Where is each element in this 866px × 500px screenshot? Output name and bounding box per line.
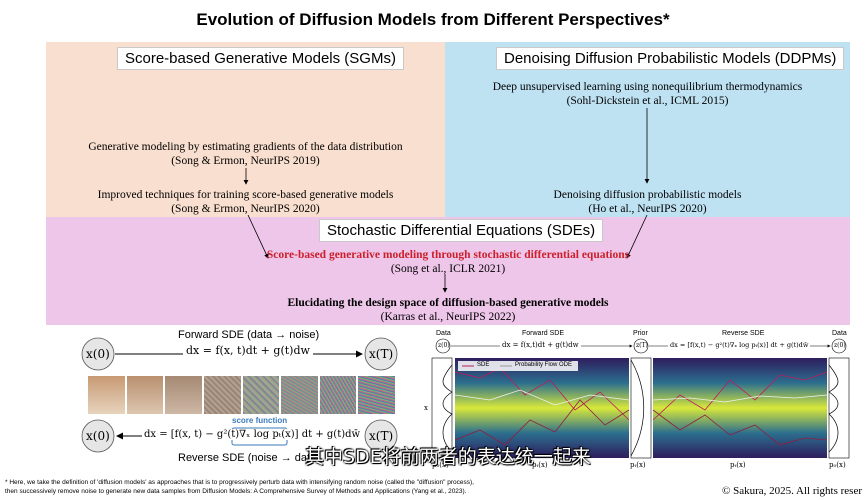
z0-right-node: z(0)	[834, 342, 846, 349]
sgm-paper-2-title: Improved techniques for training score-b…	[97, 189, 394, 201]
z0-left-node: z(0)	[438, 342, 450, 349]
reverse-sde-label: Reverse SDE (noise → data)	[178, 452, 320, 464]
noise-step-image	[319, 376, 357, 414]
score-function-label: score function	[232, 416, 288, 425]
ddpm-paper-2-title: Denoising diffusion probabilistic models	[553, 189, 742, 201]
ddpm-label: Denoising Diffusion Probabilistic Models…	[496, 47, 845, 70]
footnote-line-1: * Here, we take the definition of 'diffu…	[5, 479, 474, 486]
sde-paper-2-ref: (Karras et al., NeurIPS 2022)	[380, 311, 516, 323]
ddpm-paper-1: Deep unsupervised learning using nonequi…	[445, 80, 850, 108]
noise-step-image	[88, 376, 125, 414]
noise-step-image	[165, 376, 202, 414]
pT-label: pₜ(x)	[630, 461, 646, 469]
page-title: Evolution of Diffusion Models from Diffe…	[196, 10, 670, 29]
pt-reverse-label: pₜ(x)	[730, 461, 746, 469]
sde-paper-1-ref: (Song et al., ICLR 2021)	[390, 263, 506, 275]
sde-paper-2: Elucidating the design space of diffusio…	[46, 296, 850, 324]
right-reverse-equation: dx = [f(x,t) − g²(t)∇ₓ log pₜ(x)] dt + g…	[668, 341, 811, 349]
pt-forward-label: pₜ(x)	[532, 461, 548, 469]
legend-sde: SDE	[477, 362, 490, 368]
noise-step-image	[242, 376, 280, 414]
sgm-label: Score-based Generative Models (SGMs)	[117, 47, 404, 70]
sgm-paper-1: Generative modeling by estimating gradie…	[46, 140, 445, 168]
data-left-label: Data	[436, 330, 451, 337]
right-forward-equation: dx = f(x,t)dt + g(t)dw	[500, 341, 581, 349]
reverse-sde-equation: dx = [f(x, t) − g²(t)∇ₓ log pₜ(x)] dt + …	[142, 429, 363, 440]
forward-sde-heading: Forward SDE	[522, 330, 565, 337]
ddpm-paper-2: Denoising diffusion probabilistic models…	[445, 188, 850, 216]
x0-node-forward: x(0)	[86, 347, 110, 361]
copyright-notice: © Sakura, 2025. All rights reser	[721, 485, 862, 497]
noise-step-image	[126, 376, 164, 414]
reverse-sde-heading: Reverse SDE	[722, 330, 765, 337]
sgm-panel	[46, 42, 445, 217]
ddpm-paper-1-ref: (Sohl-Dickstein et al., ICML 2015)	[566, 95, 729, 107]
sde-paper-2-title: Elucidating the design space of diffusio…	[287, 297, 609, 309]
noise-step-image	[203, 376, 241, 414]
forward-sde-equation: dx = f(x, t)dt + g(t)dw	[183, 344, 313, 357]
data-right-label: Data	[832, 330, 847, 337]
sgm-paper-1-title: Generative modeling by estimating gradie…	[88, 141, 403, 153]
sde-paper-1: Score-based generative modeling through …	[46, 248, 850, 276]
xT-node-forward: x(T)	[369, 347, 394, 361]
forward-sde-label: Forward SDE (data → noise)	[178, 329, 320, 341]
p0-left-label: p₀(x)	[432, 461, 449, 469]
zT-node: z(T)	[636, 342, 648, 349]
noise-step-image	[281, 376, 318, 414]
noise-step-image	[358, 376, 395, 414]
footnote-line-2: then successively remove noise to genera…	[5, 488, 467, 495]
sde-paper-1-title: Score-based generative modeling through …	[266, 249, 630, 261]
ddpm-paper-1-title: Deep unsupervised learning using nonequi…	[492, 81, 803, 93]
ddpm-panel	[445, 42, 850, 217]
x0-node-reverse: x(0)	[86, 429, 110, 443]
legend-probability-flow-ode: Probability Flow ODE	[515, 362, 573, 368]
axis-x-label: x	[424, 404, 428, 412]
sgm-paper-2: Improved techniques for training score-b…	[46, 188, 445, 216]
xT-node-reverse: x(T)	[369, 429, 394, 443]
prior-label: Prior	[633, 330, 648, 337]
sgm-paper-1-ref: (Song & Ermon, NeurIPS 2019)	[171, 155, 320, 167]
image-strip	[88, 376, 395, 414]
sde-label: Stochastic Differential Equations (SDEs)	[319, 219, 604, 242]
sgm-paper-2-ref: (Song & Ermon, NeurIPS 2020)	[171, 203, 320, 215]
video-subtitle: 其中SDE将前两者的表达统一起来	[305, 446, 591, 468]
ddpm-paper-2-ref: (Ho et al., NeurIPS 2020)	[588, 203, 707, 215]
p0-right-label: p₀(x)	[829, 461, 846, 469]
